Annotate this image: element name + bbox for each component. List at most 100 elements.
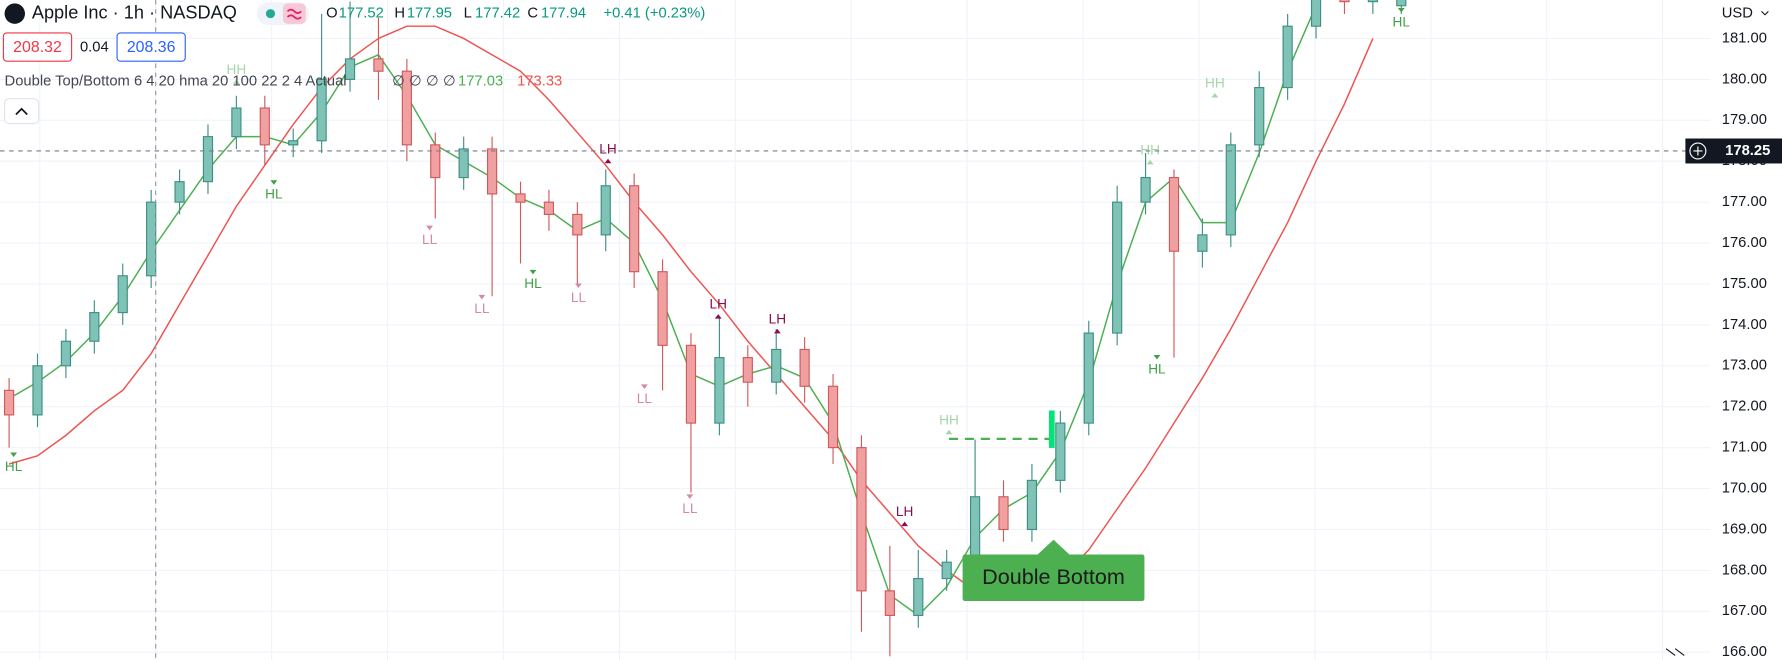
moving-average [8,25,1374,600]
logo [4,3,26,24]
pivot-marker [575,283,582,289]
pivot-marker [640,384,648,389]
candle-body [742,357,753,383]
pivot-label: LH [769,311,786,326]
add-glyph [1693,146,1703,156]
currency[interactable]: USD [1722,6,1753,22]
crosshair-price: 178.25 [1725,143,1770,159]
currency-chevron [1761,10,1769,16]
y-tick-label: 169.00 [1722,521,1767,537]
y-tick-label: 168.00 [1722,562,1767,578]
ask: 208.36 [127,39,176,56]
ohlc-key: H [394,6,405,22]
indicator-name[interactable]: Double Top/Bottom 6 4 20 hma 20 100 22 2… [5,74,347,90]
callout-pointer [1037,539,1070,555]
pivot-marker [901,521,909,527]
candle-body [657,271,668,346]
ohlc-key: O [326,6,337,22]
candle-body [515,193,526,203]
bid: 208.32 [13,39,62,56]
candle-body [913,578,924,616]
compare-icon[interactable] [282,3,306,24]
candle-body [1083,332,1094,424]
candle-body [685,344,697,424]
scroll-icon[interactable] [1665,648,1685,656]
pivot-label: HL [1393,14,1411,29]
pivot-marker [1146,159,1154,165]
indicator-value: 173.33 [517,74,562,90]
y-tick-label: 177.00 [1722,194,1767,210]
pivot-marker [529,269,537,275]
candle-body [89,312,100,342]
candle-body [998,496,1009,531]
pivot-marker [10,452,18,458]
candle-body [1396,0,1407,7]
candle-body [629,185,640,273]
pivot-label: HL [524,276,542,291]
ohlc-value: 177.42 [475,6,520,22]
y-tick-label: 167.00 [1722,603,1767,619]
candle-body [231,107,242,138]
indicator-value: 177.03 [458,74,503,90]
pivot-marker [1397,7,1405,13]
pivot-marker [478,294,486,300]
pivot-label: LL [422,232,438,247]
candle-body [117,275,128,314]
pivot-label: HH [227,62,247,77]
y-tick-label: 175.00 [1722,276,1767,292]
add-icon [1689,142,1707,160]
candle-body [969,496,981,563]
candle-body [941,561,952,580]
candle-body [373,58,384,72]
change: +0.41 (+0.23%) [603,6,705,22]
pivot-marker [945,429,953,435]
pivot-label: LH [710,297,727,312]
ohlc-key: C [527,6,538,22]
candle-body [827,385,839,449]
ohlc-key: L [464,6,472,22]
candle-body [714,357,725,424]
candle-body [316,78,327,142]
symbol[interactable]: Apple Inc · 1h · NASDAQ [32,2,237,22]
candle-body [401,70,412,146]
candle-body [1055,422,1066,481]
chevron [15,107,28,116]
y-tick-label: 172.00 [1722,399,1767,415]
pivot-marker [270,180,278,185]
candle-body [572,213,583,236]
collapse-button[interactable] [3,98,40,125]
breakout-candle [1048,410,1055,448]
candle-body [600,185,611,236]
candle-body [799,348,810,387]
candle-body [1168,177,1180,252]
y-tick-label: 171.00 [1722,440,1767,456]
pivot-marker [1211,92,1219,98]
pivot-label: HH [1205,76,1225,91]
pivot-label: HL [1148,361,1166,376]
y-tick-label: 181.00 [1722,30,1767,46]
pivot-label: LL [637,391,653,406]
candle-body [458,148,469,179]
pivot-marker [686,494,694,499]
pivot-label: HH [939,412,959,427]
y-tick-label: 173.00 [1722,358,1767,374]
pivot-marker [714,314,722,319]
ohlc-value: 177.95 [407,6,452,22]
candle-body [543,201,555,215]
candle-body [32,365,43,416]
candle-body [1140,177,1151,203]
candle-body [259,107,270,146]
ohlc-legend: O 177.52 H 177.95 L 177.42 C 177.94 [326,6,586,22]
indicator-empty: ∅ ∅ ∅ ∅ [392,74,456,90]
bid-box[interactable] [2,32,73,62]
pattern-callout [962,554,1145,602]
ask-box[interactable] [116,32,186,62]
pivot-label: LH [599,141,616,156]
candle-body [884,590,895,616]
y-tick-label: 170.00 [1722,480,1767,496]
pivot-label: LL [571,290,587,305]
candle-body [486,148,498,195]
candle-body [1367,0,1378,3]
candle-body [856,447,867,592]
